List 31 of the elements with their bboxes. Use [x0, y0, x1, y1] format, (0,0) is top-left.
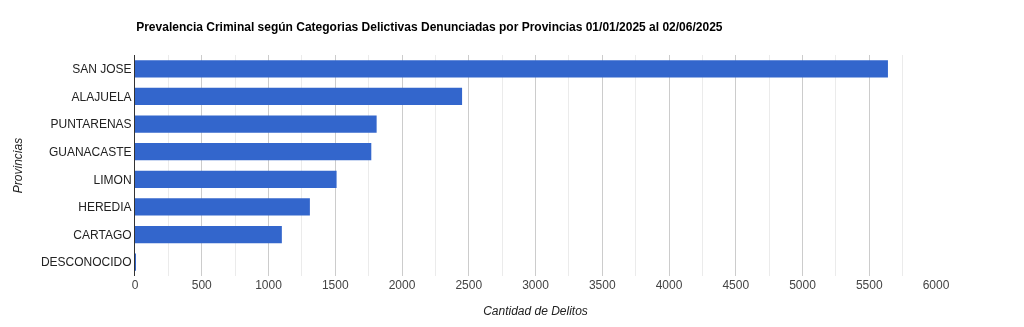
x-tick-label: 1000: [255, 278, 283, 292]
bar: [135, 87, 463, 105]
bar: [135, 226, 282, 244]
bar: [135, 170, 337, 188]
bar: [135, 143, 372, 161]
x-axis-title: Cantidad de Delitos: [483, 303, 588, 318]
x-tick-label: 5000: [789, 278, 817, 292]
x-tick-label: 5500: [855, 278, 883, 292]
y-tick-label: HEREDIA: [78, 200, 132, 215]
chart-title: Prevalencia Criminal según Categorias Delictivas Denunciadas por Provincias 01/01/2025 al 02/06/2025: [136, 20, 723, 35]
x-tick-label: 4000: [655, 278, 683, 292]
x-tick-label: 6000: [922, 278, 950, 292]
x-tick-label: 4500: [722, 278, 750, 292]
x-tick-label: 2000: [388, 278, 416, 292]
x-tick-label: 2500: [455, 278, 483, 292]
bar: [135, 198, 310, 216]
y-tick-label: DESCONOCIDO: [40, 255, 132, 270]
y-tick-label: SAN JOSE: [72, 62, 132, 77]
y-axis-title: Provincias: [11, 137, 26, 194]
y-tick-label: GUANACASTE: [48, 144, 132, 159]
x-tick-label: 0: [131, 278, 139, 292]
x-tick-label: 500: [191, 278, 213, 292]
y-tick-label: ALAJUELA: [71, 89, 132, 104]
x-tick-label: 1500: [321, 278, 349, 292]
x-tick-label: 3500: [588, 278, 616, 292]
y-tick-label: PUNTARENAS: [50, 117, 132, 132]
bar: [135, 115, 377, 133]
y-tick-label: CARTAGO: [73, 227, 132, 242]
y-tick-label: LIMON: [93, 172, 132, 187]
bar: [135, 60, 888, 78]
x-tick-label: 3000: [522, 278, 550, 292]
